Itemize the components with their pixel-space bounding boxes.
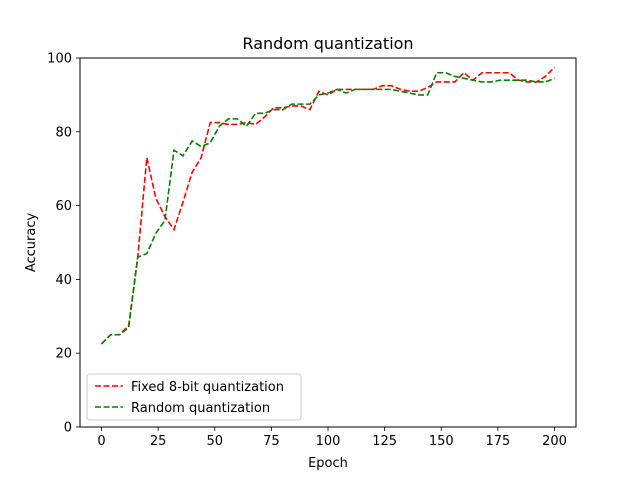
x-axis-label: Epoch — [308, 456, 348, 471]
x-tick-label: 100 — [316, 434, 341, 449]
chart-title: Random quantization — [242, 34, 413, 53]
y-tick-label: 60 — [55, 199, 72, 214]
y-tick-label: 80 — [55, 125, 72, 140]
x-tick-label: 200 — [542, 434, 567, 449]
y-tick-label: 100 — [47, 52, 72, 67]
x-tick-label: 50 — [206, 434, 223, 449]
y-axis-ticks: 0 20 40 60 80 100 — [47, 52, 80, 436]
legend-box — [86, 373, 302, 421]
legend-label-random: Random quantization — [131, 401, 270, 416]
x-tick-label: 175 — [485, 434, 510, 449]
x-tick-label: 25 — [150, 434, 167, 449]
x-axis-ticks: 0 25 50 75 100 125 150 175 200 — [97, 427, 567, 449]
x-tick-label: 150 — [429, 434, 454, 449]
y-tick-label: 40 — [55, 273, 72, 288]
x-tick-label: 0 — [97, 434, 105, 449]
plot-background — [80, 58, 576, 427]
legend: Fixed 8-bit quantization Random quantiza… — [86, 373, 302, 421]
x-tick-label: 75 — [263, 434, 280, 449]
series-layer — [100, 66, 556, 345]
series-line-1 — [100, 71, 555, 345]
legend-label-fixed-8bit: Fixed 8-bit quantization — [131, 380, 284, 395]
y-tick-label: 20 — [55, 347, 72, 362]
series-line-0 — [100, 66, 556, 345]
y-axis-label: Accuracy — [24, 213, 39, 273]
y-tick-label: 0 — [64, 421, 72, 436]
x-tick-label: 125 — [372, 434, 397, 449]
